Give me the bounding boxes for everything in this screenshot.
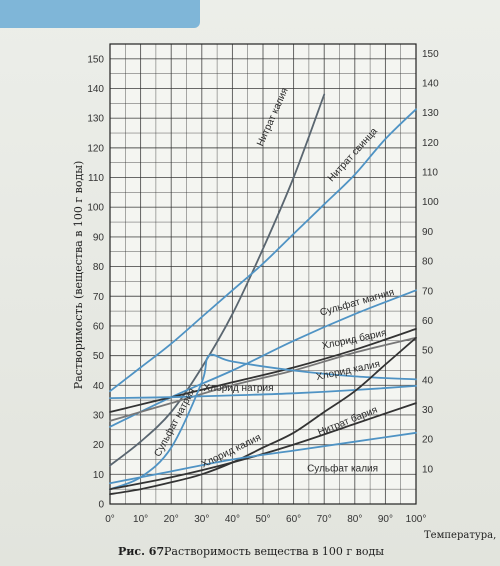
x-tick-label: 50° (255, 514, 270, 525)
y-tick-label-right: 90 (422, 227, 434, 238)
y-tick-label-left: 50 (93, 351, 105, 362)
series-line-2 (109, 289, 417, 428)
y-tick-label-right: 80 (422, 257, 434, 268)
y-tick-label-left: 20 (93, 440, 105, 451)
y-tick-label-right: 70 (422, 286, 434, 297)
x-tick-label: 60° (286, 514, 301, 525)
y-tick-label-right: 150 (422, 49, 439, 60)
y-tick-label-right: 50 (422, 346, 434, 357)
y-tick-label-right: 20 (422, 435, 434, 446)
y-tick-label-left: 150 (87, 54, 104, 65)
x-tick-label: 90° (378, 514, 393, 525)
y-tick-label-left: 80 (93, 262, 105, 273)
x-tick-label: 30° (194, 514, 209, 525)
curves (109, 93, 417, 496)
y-tick-label-right: 10 (422, 464, 434, 475)
y-axis-label: Растворимость (вещества в 100 г воды) (72, 161, 85, 390)
blue-decoration (0, 0, 200, 28)
series-line-6 (109, 353, 417, 491)
series-line-7 (109, 336, 417, 496)
y-tick-label-left: 90 (93, 232, 105, 243)
y-tick-label-left: 60 (93, 321, 105, 332)
figure-number: Рис. 67. (118, 545, 168, 558)
series-line-3 (109, 328, 417, 413)
series-line-9 (109, 431, 417, 485)
y-tick-label-right: 40 (422, 375, 434, 386)
series-line-8 (109, 402, 417, 491)
y-tick-label-left: 70 (93, 292, 105, 303)
y-tick-label-left: 130 (87, 114, 104, 125)
x-tick-label: 10° (133, 514, 148, 525)
x-tick-label: 70° (317, 514, 332, 525)
y-tick-label-right: 60 (422, 316, 434, 327)
x-tick-label: 40° (225, 514, 240, 525)
figure-caption: Растворимость вещества в 100 г воды (164, 545, 384, 558)
curve-label-9: Сульфат калия (307, 462, 378, 474)
ticks: 0° 10° 20° 30° 40° 50° 60° 70° 80° 90° 100° 0 10 20 30… (87, 49, 439, 525)
x-tick-label: 100° (406, 514, 427, 525)
y-tick-label-left: 140 (87, 84, 104, 95)
y-tick-label-left: 100 (87, 203, 104, 214)
y-tick-label-right: 100 (422, 197, 439, 208)
series-line-4 (109, 336, 417, 422)
curve-label-5: Хлорид натрия (204, 383, 274, 394)
y-tick-label-right: 120 (422, 138, 439, 149)
y-tick-label-left: 0 (98, 500, 104, 511)
y-tick-label-left: 10 (93, 470, 105, 481)
y-tick-label-right: 130 (422, 108, 439, 119)
plot-frame (109, 43, 417, 505)
y-tick-label-left: 120 (87, 143, 104, 154)
y-tick-label-left: 30 (93, 410, 105, 421)
x-tick-label: 80° (347, 514, 362, 525)
y-tick-label-right: 110 (422, 168, 438, 179)
y-tick-label-left: 110 (88, 173, 104, 184)
grid (109, 43, 417, 505)
series-line-5 (109, 385, 417, 399)
x-axis-label: Температура, (424, 530, 496, 541)
y-tick-label-left: 40 (93, 381, 105, 392)
series-line-1 (109, 108, 417, 393)
y-tick-label-right: 30 (422, 405, 434, 416)
series-line-0 (109, 93, 326, 467)
x-tick-label: 20° (164, 514, 179, 525)
x-tick-label: 0° (105, 514, 115, 525)
y-tick-label-right: 140 (422, 79, 439, 90)
